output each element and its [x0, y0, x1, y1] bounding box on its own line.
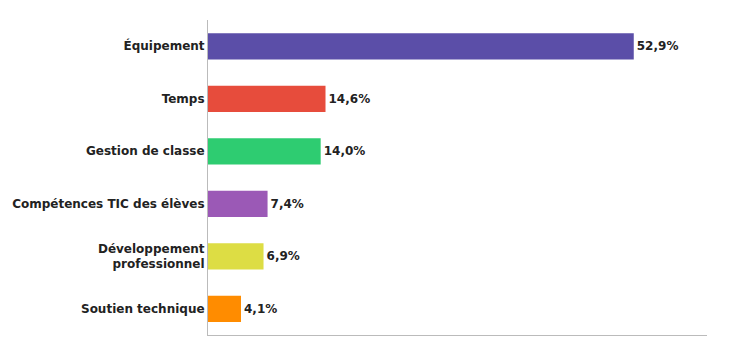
- svg-text:Compétences TIC des élèves: Compétences TIC des élèves: [12, 197, 204, 211]
- svg-text:14,6%: 14,6%: [329, 92, 371, 106]
- svg-text:Soutien technique: Soutien technique: [81, 302, 205, 316]
- svg-text:52,9%: 52,9%: [637, 39, 679, 53]
- svg-text:7,4%: 7,4%: [271, 197, 304, 211]
- svg-text:Gestion de classe: Gestion de classe: [86, 144, 205, 158]
- svg-text:Équipement: Équipement: [124, 38, 205, 53]
- svg-text:6,9%: 6,9%: [267, 249, 300, 263]
- svg-text:14,0%: 14,0%: [324, 144, 366, 158]
- svg-text:Développementprofessionnel: Développementprofessionnel: [98, 242, 205, 272]
- svg-text:Temps: Temps: [162, 92, 205, 106]
- svg-text:4,1%: 4,1%: [244, 302, 277, 316]
